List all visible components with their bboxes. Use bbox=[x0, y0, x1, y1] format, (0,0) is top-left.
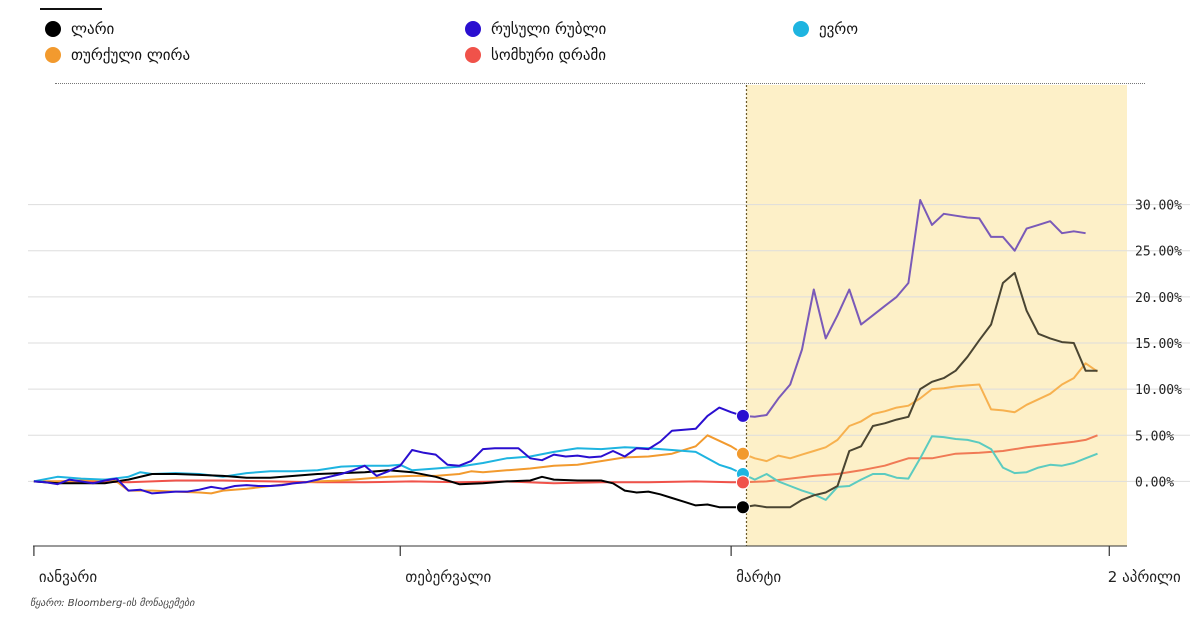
legend-swatch-amd bbox=[465, 47, 481, 63]
source-note: წყარო: Bloomberg-ის მონაცემები bbox=[30, 598, 195, 609]
legend-swatch-euro bbox=[793, 21, 809, 37]
legend-swatch-lari bbox=[45, 21, 61, 37]
x-tick-label: 2 აპრილი bbox=[1108, 568, 1181, 586]
x-tick-label: თებერვალი bbox=[405, 568, 491, 586]
series-line-after bbox=[742, 271, 1098, 509]
legend-item-euro: ევრო bbox=[793, 20, 858, 38]
y-tick-label: 0.00% bbox=[1135, 475, 1174, 490]
series-end-marker bbox=[735, 408, 750, 423]
legend-item-lari: ლარი bbox=[45, 20, 114, 38]
y-tick-label: 20.00% bbox=[1135, 291, 1182, 306]
series-line-before bbox=[33, 469, 743, 509]
y-tick-label: 10.00% bbox=[1135, 383, 1182, 398]
legend-item-try: თურქული ლირა bbox=[45, 46, 190, 64]
series-line-after bbox=[742, 435, 1098, 501]
legend-label-rub: რუსული რუბლი bbox=[491, 20, 607, 38]
series-end-marker bbox=[735, 446, 750, 461]
legend-swatch-try bbox=[45, 47, 61, 63]
highlight-period bbox=[746, 85, 1127, 546]
series-end-marker bbox=[735, 475, 750, 490]
top-rule bbox=[40, 8, 102, 10]
legend-label-lari: ლარი bbox=[71, 20, 115, 38]
series-line-before bbox=[33, 434, 744, 495]
series-line-after bbox=[742, 362, 1099, 463]
y-tick-label: 15.00% bbox=[1135, 337, 1182, 352]
legend-label-amd: სომხური დრამი bbox=[491, 46, 607, 64]
series-line-before bbox=[33, 479, 743, 485]
series-line-after bbox=[742, 199, 1086, 418]
legend-divider bbox=[55, 83, 1145, 84]
y-tick-label: 30.00% bbox=[1135, 199, 1182, 214]
legend-item-amd: სომხური დრამი bbox=[465, 46, 606, 64]
y-tick-label: 25.00% bbox=[1135, 245, 1182, 260]
legend-swatch-rub bbox=[465, 21, 481, 37]
legend-item-rub: რუსული რუბლი bbox=[465, 20, 606, 38]
x-tick-label: იანვარი bbox=[39, 568, 97, 586]
series-end-marker bbox=[735, 500, 750, 515]
legend-label-try: თურქული ლირა bbox=[71, 46, 191, 64]
y-tick-label: 5.00% bbox=[1135, 429, 1174, 444]
series-line-before bbox=[33, 406, 744, 495]
series-line-after bbox=[742, 434, 1098, 484]
x-tick-label: მარტი bbox=[736, 568, 781, 586]
legend-label-euro: ევრო bbox=[819, 20, 859, 38]
